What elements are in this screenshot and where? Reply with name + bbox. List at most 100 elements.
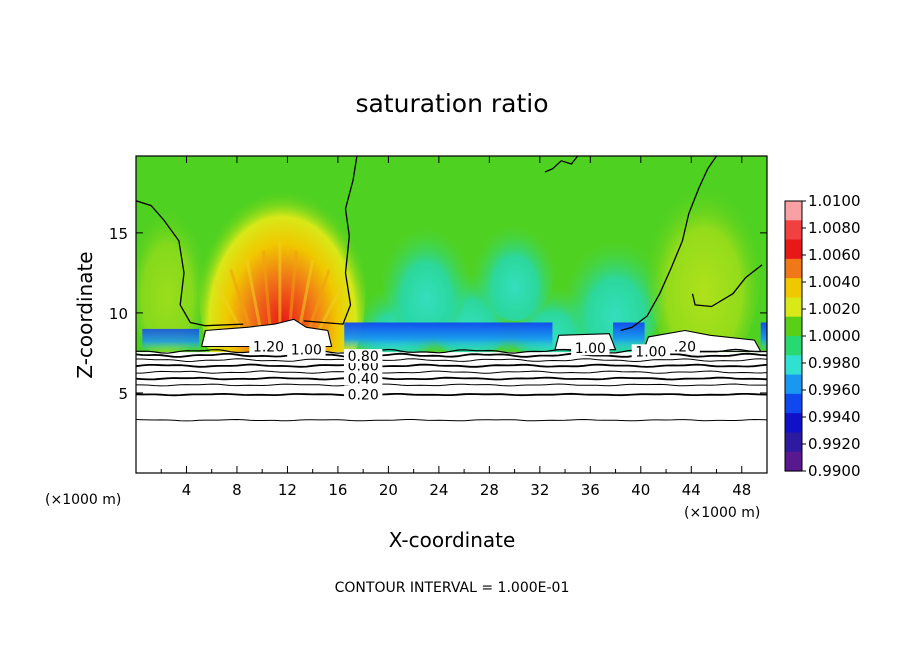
contour-label-bg (343, 387, 383, 402)
contour-interval-note: CONTOUR INTERVAL = 1.000E-01 (335, 580, 570, 596)
x-tick-label: 24 (429, 481, 448, 499)
contour-line (136, 392, 767, 397)
plume-streak (261, 250, 272, 333)
yellow-region (136, 200, 206, 361)
contour-label-bg (249, 339, 288, 354)
contour-label: 1.00 (575, 341, 606, 357)
contour-line (620, 156, 718, 332)
x-tick-label: 4 (182, 481, 192, 499)
plume-streak (245, 259, 263, 333)
x-tick-label: 44 (682, 481, 701, 499)
contour-line (303, 156, 358, 325)
colorbar-label: 0.9960 (808, 381, 861, 399)
colorbar-swatch (785, 451, 802, 472)
contour-label-bg (631, 344, 671, 359)
contour-label: 1.20 (253, 340, 284, 356)
subsaturation-band (344, 322, 553, 353)
contour-line (136, 418, 767, 422)
plot-frame (135, 155, 768, 474)
colorbar-swatch (785, 201, 802, 221)
plume-streak (229, 269, 253, 333)
colorbar-swatch (785, 374, 802, 395)
contour-label: 0.40 (348, 372, 379, 388)
plume-streak (316, 278, 347, 333)
plot-area (136, 156, 767, 473)
yellow-region (647, 176, 761, 369)
x-unit-left: (×1000 m) (45, 492, 121, 508)
contour-label-bg (287, 342, 326, 357)
plume-streak (287, 250, 298, 333)
colorbar-swatch (785, 258, 802, 279)
x-tick-label: 16 (328, 481, 347, 499)
x-tick-label: 20 (379, 481, 398, 499)
x-tick-label: 48 (732, 481, 751, 499)
saturation-field (136, 156, 767, 473)
colorbar-label: 1.0060 (808, 246, 861, 264)
contour-line (136, 383, 767, 387)
contour-label-bg (343, 349, 383, 364)
subsaturation-band (760, 322, 767, 353)
x-unit-right: (×1000 m) (684, 505, 760, 521)
colorbar-swatch (785, 355, 802, 376)
colorbar-label: 0.9920 (808, 435, 861, 453)
contour-label-bg (670, 339, 700, 354)
contour-line (136, 358, 767, 363)
colorbar-swatch (785, 413, 802, 434)
colorbar-label: 1.0080 (808, 219, 861, 237)
subsaturation-band (142, 328, 200, 353)
contour-line (136, 376, 767, 381)
colorbar-swatch (785, 278, 802, 299)
cyan-region (474, 208, 555, 321)
colorbar: 1.0100 1.0080 1.0060 1.0040 1.0020 1.0000 0.99… (784, 192, 861, 480)
y-tick-label: 5 (118, 385, 128, 403)
contour-line (136, 370, 767, 374)
contour-labels: 0.200.400.600.801.20 1.00 1.00 1.00.20 (249, 339, 700, 404)
contour-label-bg (343, 371, 383, 386)
colorbar-swatch (785, 432, 802, 453)
contour-line (691, 264, 763, 308)
y-axis: 5 10 15 (109, 225, 767, 403)
x-axis: 4 8 12 16 20 24 28 32 36 40 44 48 (160, 156, 751, 499)
colorbar-swatch (785, 336, 802, 356)
contour-label: 1.00 (635, 344, 666, 360)
contour-label: .20 (674, 340, 696, 356)
x-tick-label: 8 (232, 481, 242, 499)
below-cloud-region (136, 352, 767, 473)
colorbar-swatch (785, 393, 802, 414)
x-tick-label: 12 (278, 481, 297, 499)
contour-line (136, 363, 767, 368)
colorbar-swatch (785, 316, 802, 337)
cloud-region (201, 319, 332, 347)
contour-lines (136, 156, 767, 422)
colorbar-swatch (785, 220, 802, 241)
contour-label-bg (571, 341, 610, 356)
colorbar-label: 0.9900 (808, 462, 861, 480)
contour-line (544, 156, 579, 173)
chart-title: saturation ratio (355, 89, 548, 118)
x-tick-label: 28 (480, 481, 499, 499)
contour-label: 0.80 (348, 349, 379, 365)
contour-label: 1.00 (291, 343, 322, 359)
colorbar-label: 1.0040 (808, 273, 861, 291)
colorbar-label: 1.0100 (808, 192, 861, 210)
colorbar-swatch (785, 297, 802, 318)
colorbar-label: 1.0020 (808, 300, 861, 318)
colorbar-label: 1.0000 (808, 327, 861, 345)
cyan-region (382, 208, 471, 337)
contour-line (642, 329, 762, 352)
x-axis-title: X-coordinate (389, 528, 516, 552)
colorbar-swatch (785, 239, 802, 260)
colorbar-label: 0.9940 (808, 408, 861, 426)
contour-label: 0.20 (348, 388, 379, 404)
y-tick-label: 10 (109, 305, 128, 323)
contour-line (136, 200, 244, 327)
contour-line (201, 318, 333, 348)
x-tick-label: 32 (530, 481, 549, 499)
colorbar-label: 0.9980 (808, 354, 861, 372)
y-tick-label: 15 (109, 225, 128, 243)
plume-streak (212, 278, 244, 333)
y-axis-title: Z-coordinate (73, 251, 97, 378)
x-tick-label: 40 (631, 481, 650, 499)
plume-streak (297, 259, 315, 333)
